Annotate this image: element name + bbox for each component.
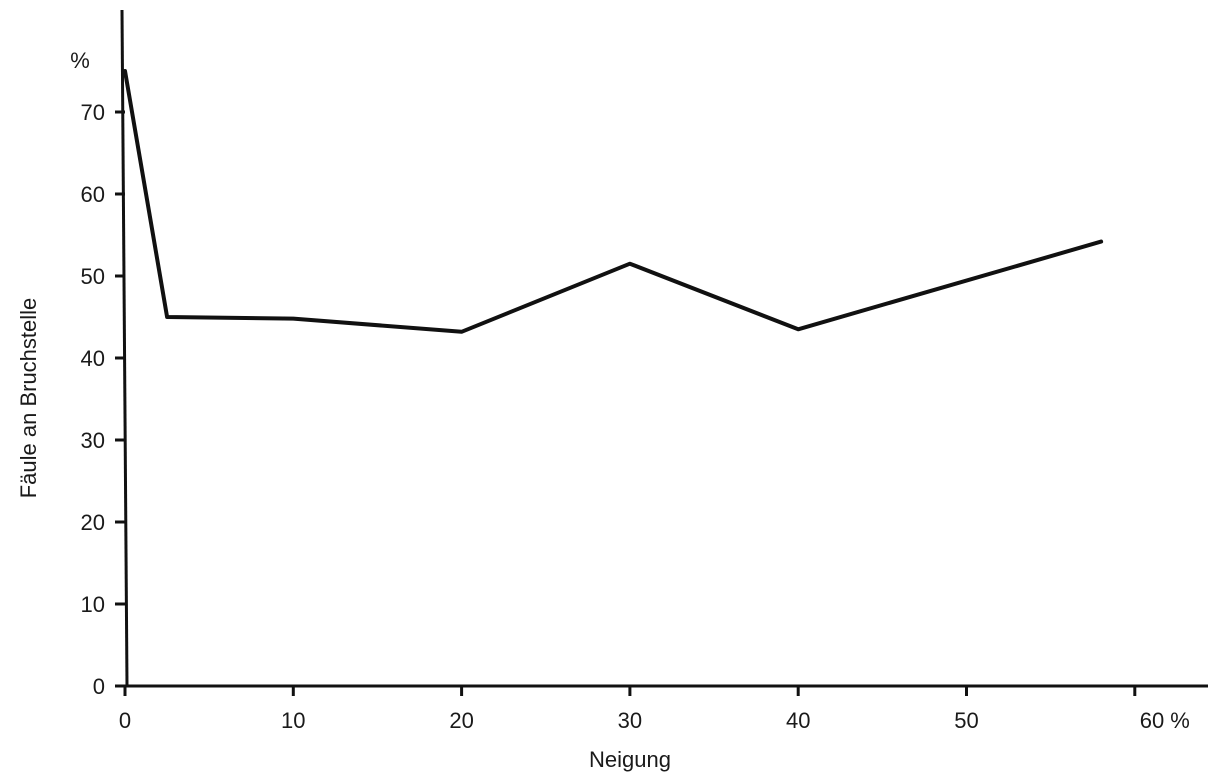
x-tick-label: 30 xyxy=(618,708,642,733)
x-axis-label: Neigung xyxy=(589,747,671,772)
y-axis-label: Fäule an Bruchstelle xyxy=(16,298,41,499)
y-axis-unit: % xyxy=(70,48,90,73)
y-tick-label: 50 xyxy=(81,264,105,289)
y-tick-label: 40 xyxy=(81,346,105,371)
x-tick-label: 10 xyxy=(281,708,305,733)
x-tick-label: 0 xyxy=(119,708,131,733)
y-tick-label: 70 xyxy=(81,100,105,125)
y-tick-label: 60 xyxy=(81,182,105,207)
x-tick-label: 40 xyxy=(786,708,810,733)
y-tick-label: 0 xyxy=(93,674,105,699)
x-axis: 0 10 20 30 40 50 60 % Neigung xyxy=(119,684,1208,772)
y-tick-label: 30 xyxy=(81,428,105,453)
x-tick-label: 20 xyxy=(449,708,473,733)
x-tick-label: 50 xyxy=(954,708,978,733)
x-tick-label: 60 % xyxy=(1140,708,1190,733)
y-axis-line xyxy=(120,9,129,687)
y-tick-label: 10 xyxy=(81,592,105,617)
y-tick-label: 20 xyxy=(81,510,105,535)
series-line xyxy=(123,69,1104,334)
y-axis: % 0 10 20 30 40 50 60 70 Fäule an Bruchstelle xyxy=(16,9,129,699)
